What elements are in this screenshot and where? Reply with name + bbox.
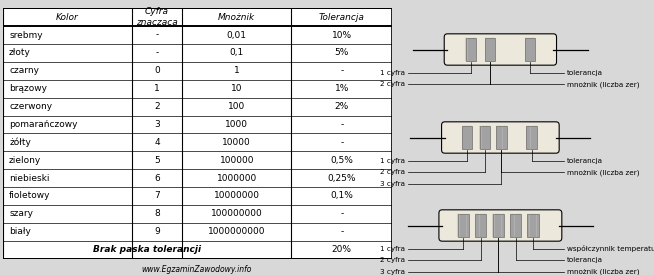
FancyBboxPatch shape	[441, 122, 559, 153]
Text: -: -	[340, 120, 343, 129]
Text: 10000: 10000	[222, 138, 251, 147]
Text: 2: 2	[154, 102, 160, 111]
Text: 2 cyfra: 2 cyfra	[380, 257, 405, 263]
Text: 0,5%: 0,5%	[330, 156, 353, 165]
Text: 2 cyfra: 2 cyfra	[380, 169, 405, 175]
Text: -: -	[156, 48, 159, 57]
Text: 10%: 10%	[332, 31, 352, 40]
Text: Cyfra
znacząca: Cyfra znacząca	[136, 7, 178, 27]
Text: fioletowy: fioletowy	[9, 191, 50, 200]
Text: 7: 7	[154, 191, 160, 200]
Text: tolerancja: tolerancja	[566, 70, 602, 76]
Text: 3: 3	[154, 120, 160, 129]
Text: biały: biały	[9, 227, 31, 236]
Text: 0,25%: 0,25%	[328, 174, 356, 183]
Text: tolerancja: tolerancja	[566, 257, 602, 263]
Text: złoty: złoty	[9, 48, 31, 57]
Text: żółty: żółty	[9, 138, 31, 147]
Text: 0,01: 0,01	[227, 31, 247, 40]
Text: 3 cyfra: 3 cyfra	[380, 269, 405, 275]
FancyBboxPatch shape	[444, 34, 557, 65]
Text: 1000000: 1000000	[216, 174, 257, 183]
Text: 1000: 1000	[225, 120, 249, 129]
Text: mnożnik (liczba zer): mnożnik (liczba zer)	[566, 81, 639, 88]
Text: 2%: 2%	[335, 102, 349, 111]
Bar	[510, 214, 521, 237]
Text: -: -	[340, 138, 343, 147]
Text: 0,1%: 0,1%	[330, 191, 353, 200]
Text: pomarańczowy: pomarańczowy	[9, 120, 78, 129]
Text: 1: 1	[234, 66, 239, 75]
Text: 10: 10	[231, 84, 243, 93]
Text: -: -	[156, 31, 159, 40]
Text: 100: 100	[228, 102, 245, 111]
Text: tolerancja: tolerancja	[566, 158, 602, 164]
Text: 100000: 100000	[220, 156, 254, 165]
Text: 1%: 1%	[335, 84, 349, 93]
Bar	[475, 214, 486, 237]
Text: 0,1: 0,1	[230, 48, 244, 57]
Text: 1 cyfra: 1 cyfra	[380, 70, 405, 76]
Text: zielony: zielony	[9, 156, 41, 165]
Text: szary: szary	[9, 209, 33, 218]
Text: 9: 9	[154, 227, 160, 236]
Text: Mnożnik: Mnożnik	[218, 13, 255, 22]
Text: 10000000: 10000000	[214, 191, 260, 200]
Bar	[485, 38, 495, 61]
Text: 1000000000: 1000000000	[208, 227, 266, 236]
Text: www.EgzaminZawodowy.info: www.EgzaminZawodowy.info	[141, 265, 251, 274]
Bar	[479, 126, 490, 149]
Text: 100000000: 100000000	[211, 209, 263, 218]
Text: 1: 1	[154, 84, 160, 93]
Bar	[492, 214, 504, 237]
Bar	[458, 214, 469, 237]
Text: 1 cyfra: 1 cyfra	[380, 158, 405, 164]
Text: 3 cyfra: 3 cyfra	[380, 181, 405, 187]
Text: 5: 5	[154, 156, 160, 165]
Text: mnożnik (liczba zer): mnożnik (liczba zer)	[566, 169, 639, 176]
Text: -: -	[340, 66, 343, 75]
Text: 5%: 5%	[335, 48, 349, 57]
Bar	[466, 38, 475, 61]
Text: Brak paska tolerancji: Brak paska tolerancji	[93, 245, 201, 254]
Text: -: -	[340, 209, 343, 218]
Text: brązowy: brązowy	[9, 84, 47, 93]
Text: Tolerancja: Tolerancja	[319, 13, 365, 22]
Text: 4: 4	[154, 138, 160, 147]
Text: 20%: 20%	[332, 245, 352, 254]
Bar	[462, 126, 472, 149]
Bar	[528, 214, 538, 237]
Text: Kolor: Kolor	[56, 13, 79, 22]
FancyBboxPatch shape	[439, 210, 562, 241]
Text: czerwony: czerwony	[9, 102, 52, 111]
Bar	[525, 38, 535, 61]
Text: srebmy: srebmy	[9, 31, 43, 40]
Text: czarny: czarny	[9, 66, 39, 75]
Text: 6: 6	[154, 174, 160, 183]
Text: 0: 0	[154, 66, 160, 75]
Text: 1 cyfra: 1 cyfra	[380, 246, 405, 252]
Text: mnożnik (liczba zer): mnożnik (liczba zer)	[566, 269, 639, 275]
Text: -: -	[340, 227, 343, 236]
Text: 8: 8	[154, 209, 160, 218]
Text: niebieski: niebieski	[9, 174, 50, 183]
Text: współczynnik temperaturowy: współczynnik temperaturowy	[566, 245, 654, 252]
Bar	[526, 126, 537, 149]
Bar	[496, 126, 507, 149]
Text: 2 cyfra: 2 cyfra	[380, 81, 405, 87]
